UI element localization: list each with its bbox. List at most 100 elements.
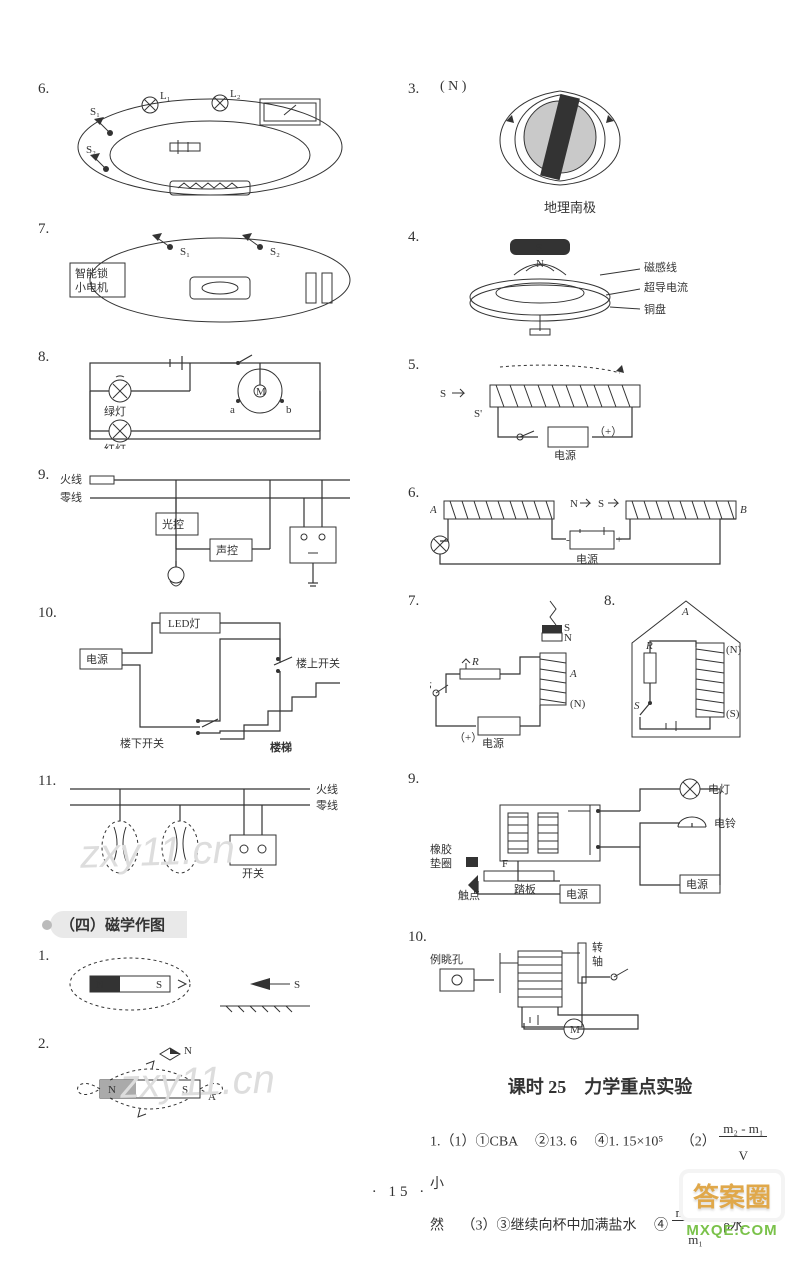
label-S: S (182, 1084, 188, 1096)
label-live: 火线 (60, 472, 82, 486)
item-number: 1. (38, 948, 49, 965)
label-led: LED灯 (168, 617, 200, 630)
label-S: S (246, 353, 252, 354)
label-b: b (286, 404, 292, 416)
item-number: 4. (408, 229, 419, 246)
ans-1d: （2） (681, 1135, 716, 1150)
label-s1: S₁ (90, 106, 100, 118)
ans-2a: 然 (430, 1219, 444, 1234)
item-number: 6. (408, 485, 419, 502)
corner-watermark: 答案圈 MXQE.COM (672, 1173, 792, 1253)
label-N: N (108, 1084, 116, 1096)
label-R: R (471, 656, 479, 668)
label-smartlock2: 小电机 (75, 280, 108, 294)
item-number: 7. (38, 221, 49, 238)
label-compass-S: S (294, 979, 300, 991)
item-number: 8. (38, 349, 49, 366)
label-light-ctrl: 光控 (162, 517, 184, 531)
fig-mag-1: N S S (60, 952, 340, 1018)
item-number: 10. (38, 605, 57, 622)
fig-r3-earth (470, 85, 670, 195)
label-rubber1: 橡胶 (430, 842, 452, 856)
label-super: 超导电流 (644, 280, 688, 294)
fig-10-circuit: LED灯 电源 楼上开关 楼下开关 楼梯 (60, 609, 360, 757)
label-power: 电源 (554, 448, 576, 462)
fig-7-circuit: 智能锁 小电机 S₁ S₂ (60, 225, 360, 330)
label-smartlock1: 智能锁 (75, 266, 108, 280)
label-A: A (430, 504, 437, 516)
label-live: 火线 (316, 782, 338, 796)
item-8: 8. 绿灯 红灯 M a b (60, 353, 400, 453)
label-disk: 铜盘 (644, 302, 666, 316)
ans-1a: 1.（1）①CBA (430, 1135, 518, 1150)
item-number-8: 8. (604, 593, 615, 610)
fig-6-circuit: L₁ L₂ S₁ S₂ (60, 85, 360, 205)
frac1-top: m₂ - m₁ (719, 1121, 767, 1137)
frac1: m₂ - m₁ V (719, 1115, 767, 1170)
fig-r9: 电灯 电铃 橡胶 垫圈 F 踏板 (430, 775, 760, 911)
label-neutral: 零线 (316, 798, 338, 812)
label-plus: （+） (594, 425, 622, 438)
label-B: B (740, 504, 747, 516)
item-7: 7. 智能锁 小电机 S₁ S₂ (60, 225, 400, 335)
label-l2: L₂ (230, 88, 241, 100)
label-bell: 电铃 (714, 816, 736, 830)
label-S: S (634, 700, 640, 712)
item-number: 6. (38, 81, 49, 98)
item-number: 9. (408, 771, 419, 788)
ans-2c: ④ (654, 1219, 668, 1234)
left-column: 6. L₁ L₂ S₁ S₂ (60, 85, 400, 1148)
label-power: 电源 (86, 652, 108, 666)
item-number: 9. (38, 467, 49, 484)
page: 6. L₁ L₂ S₁ S₂ (0, 0, 800, 1261)
label-s1: S₁ (180, 246, 190, 258)
fig-r7-r8: S N A (N) R S （+） 电源 (430, 597, 770, 753)
item-r9: 9. 电灯 电铃 橡胶 垫圈 (430, 775, 770, 915)
label-S: S (598, 498, 604, 510)
label-M: M (570, 1024, 580, 1036)
lesson-25-title: 课时 25 力学重点实验 (430, 1073, 770, 1099)
wm-line2: MXQE.COM (672, 1222, 792, 1239)
mag-item-2: 2. N N S A (60, 1040, 400, 1130)
item-r6: 6. A N S B 电源 - + (430, 489, 770, 579)
label-axis2: 轴 (592, 954, 603, 968)
label-minus: - (566, 534, 570, 546)
label-switch: 开关 (242, 866, 264, 880)
label-green: 绿灯 (104, 404, 126, 418)
label-contact: 触点 (458, 888, 480, 902)
item-r7-r8: 7. 8. S N A (N) R S (430, 597, 770, 757)
label-up-sw: 楼上开关 (296, 656, 340, 670)
fig-r6: A N S B 电源 - + (430, 489, 750, 575)
fig-mag-2: N N S A (60, 1040, 340, 1126)
label-hole: 例眺孔 (430, 952, 463, 966)
label-stairs: 楼梯 (270, 740, 292, 754)
item-11: 11. 火线 零线 开关 (60, 777, 400, 887)
label-l1: L₁ (160, 90, 171, 102)
item-number: 11. (38, 773, 56, 790)
label-compass-N: N (184, 1045, 192, 1057)
label-S: S (156, 979, 162, 991)
label-A: A (208, 1091, 216, 1103)
label-A: A (569, 668, 577, 680)
frac1-bot: V (735, 1148, 752, 1163)
ans-1c: ④1. 15×10⁵ (595, 1135, 664, 1150)
item-6: 6. L₁ L₂ S₁ S₂ (60, 85, 400, 207)
label-rubber2: 垫圈 (430, 856, 452, 870)
fig-8-circuit: 绿灯 红灯 M a b S (60, 353, 340, 449)
label-S: S (440, 388, 446, 400)
section-4-header: （四）磁学作图 (50, 911, 187, 938)
label-Np: (N) (570, 698, 586, 710)
item-r4: 4. S N 磁感线 超导电流 铜盘 (430, 233, 770, 343)
item-9: 9. 火线 零线 光控 声控 (60, 471, 400, 591)
label-Sp: (S) (726, 708, 740, 720)
label-axis1: 转 (592, 940, 603, 954)
label-M: M (256, 386, 266, 398)
fig-r4: S N 磁感线 超导电流 铜盘 (430, 233, 730, 337)
fig-r10: 例眺孔 转 轴 M (430, 933, 730, 1049)
label-plus: （+） (454, 731, 482, 744)
label-down-sw: 楼下开关 (120, 736, 164, 750)
fig-9-circuit: 火线 零线 光控 声控 (60, 471, 360, 589)
item-r5: 5. S S' 电源 （+） (430, 361, 770, 471)
label-R: R (645, 640, 653, 652)
label-A: A (681, 606, 689, 618)
